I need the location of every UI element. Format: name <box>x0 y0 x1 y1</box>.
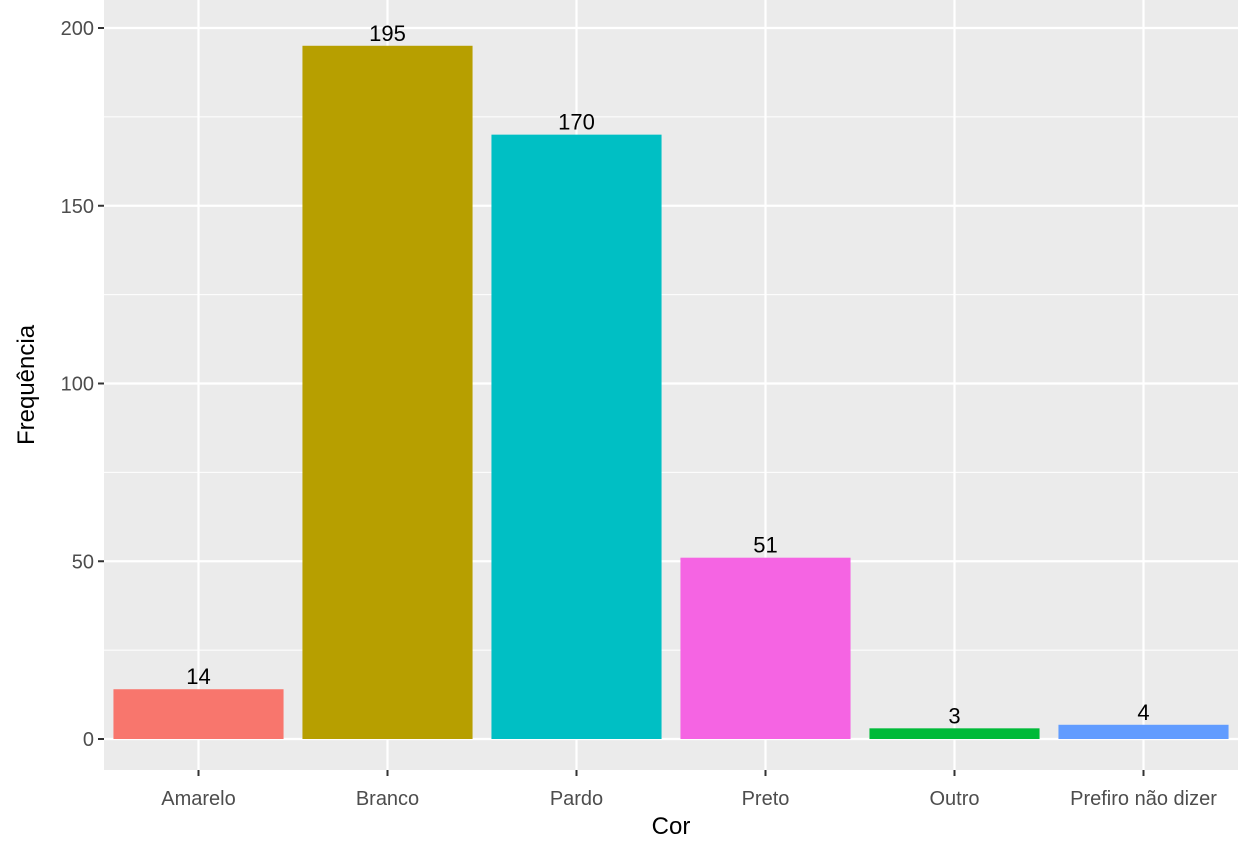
y-tick-label: 50 <box>72 551 94 573</box>
y-axis-ticks: 0 50 100 150 200 <box>61 18 104 751</box>
minor-gridlines <box>104 116 1238 651</box>
bar-value-label: 4 <box>1137 700 1149 725</box>
bar-prefiro-não-dizer <box>1058 724 1229 739</box>
y-tick-label: 100 <box>61 374 94 396</box>
bar-branco <box>302 45 473 739</box>
bar-outro <box>869 728 1040 739</box>
bar-preto <box>680 557 851 739</box>
y-axis-title: Frequência <box>13 324 40 445</box>
bar-amarelo <box>113 689 284 739</box>
x-tick-label: Branco <box>356 788 419 810</box>
bars <box>113 45 1229 739</box>
x-tick-label: Pardo <box>550 788 603 810</box>
bar-value-label: 195 <box>369 21 406 46</box>
x-tick-label: Preto <box>742 788 790 810</box>
bar-value-label: 14 <box>186 664 210 689</box>
y-tick-label: 0 <box>83 729 94 751</box>
y-tick-label: 200 <box>61 18 94 40</box>
y-tick-label: 150 <box>61 196 94 218</box>
bar-value-labels: 14 195 170 51 3 4 <box>186 21 1149 729</box>
bar-value-label: 51 <box>753 533 777 558</box>
x-axis-ticks: Amarelo Branco Pardo Preto Outro Prefiro não … <box>161 770 1217 810</box>
x-tick-label: Amarelo <box>161 788 235 810</box>
x-tick-label: Prefiro não dizer <box>1070 788 1217 810</box>
x-axis-title: Cor <box>652 813 691 840</box>
panel-background <box>104 0 1238 770</box>
bar-pardo <box>491 134 662 739</box>
x-tick-label: Outro <box>929 788 979 810</box>
bar-value-label: 3 <box>948 703 960 728</box>
bar-value-label: 170 <box>558 110 595 135</box>
